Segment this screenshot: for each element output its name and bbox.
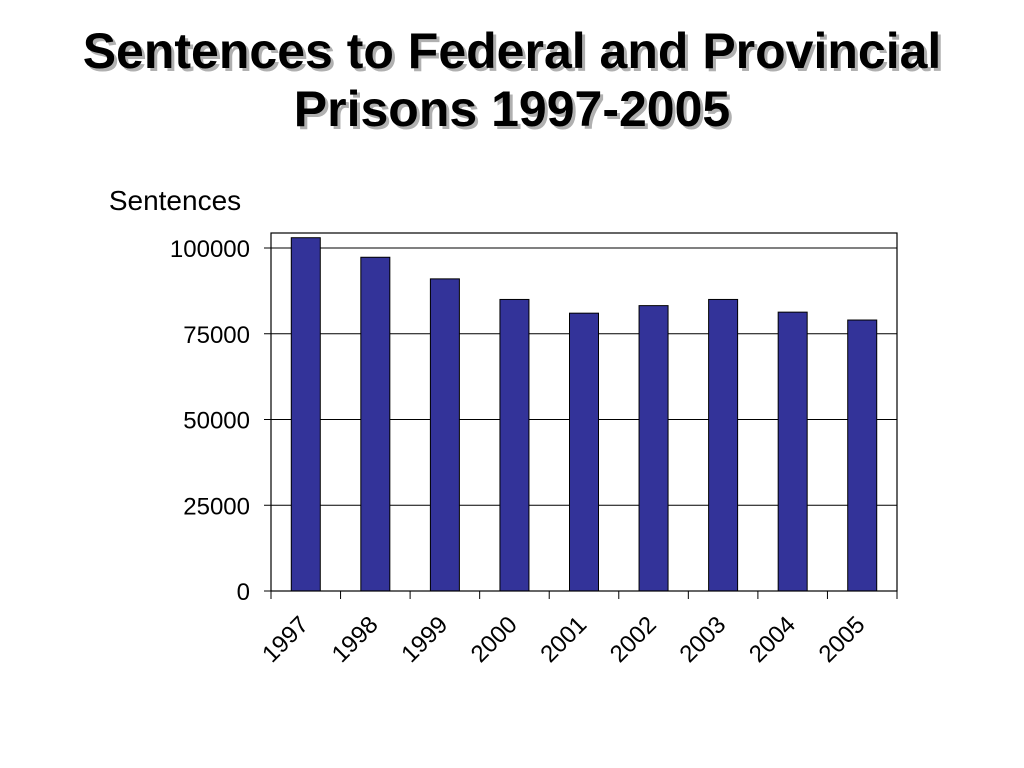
x-tick-label: 2002: [605, 611, 662, 668]
y-tick-label: 0: [237, 579, 250, 606]
x-tick-label: 2004: [744, 611, 801, 668]
y-tick-label: 50000: [183, 408, 250, 435]
bar-1998: [360, 256, 391, 592]
x-axis-ticks: 1997 1998 1999 2000 2001 2002 2003 2004 2005: [257, 591, 898, 668]
x-tick-label: 1997: [257, 611, 314, 668]
y-axis-ticks: 0 25000 50000 75000 100000: [170, 236, 271, 606]
bar-2000: [499, 298, 530, 592]
slide-title-line-2: Prisons 1997-2005: [293, 81, 731, 137]
x-tick-label: 2000: [466, 611, 523, 668]
x-tick-label: 1999: [396, 611, 453, 668]
y-tick-label: 25000: [183, 493, 250, 520]
x-tick-label: 2003: [675, 611, 732, 668]
y-tick-label: 75000: [183, 322, 250, 349]
y-tick-label: 100000: [170, 236, 250, 263]
x-tick-label: 1998: [327, 611, 384, 668]
x-tick-label: 2001: [535, 611, 592, 668]
bar-2002: [638, 305, 669, 592]
plot-area-frame: [270, 232, 898, 592]
bar-2004: [777, 311, 808, 592]
slide-title-line-1: Sentences to Federal and Provincial: [82, 23, 942, 79]
bar-2003: [708, 298, 739, 592]
bar-1999: [429, 278, 460, 592]
bar-2001: [569, 312, 599, 592]
slide-title: Sentences to Federal and Provincial Pris…: [0, 22, 1024, 138]
bar-2005: [847, 319, 878, 592]
bar-1997: [290, 237, 321, 592]
y-axis-title: Sentences: [109, 185, 241, 216]
x-tick-label: 2005: [814, 611, 871, 668]
bars: [290, 237, 878, 592]
